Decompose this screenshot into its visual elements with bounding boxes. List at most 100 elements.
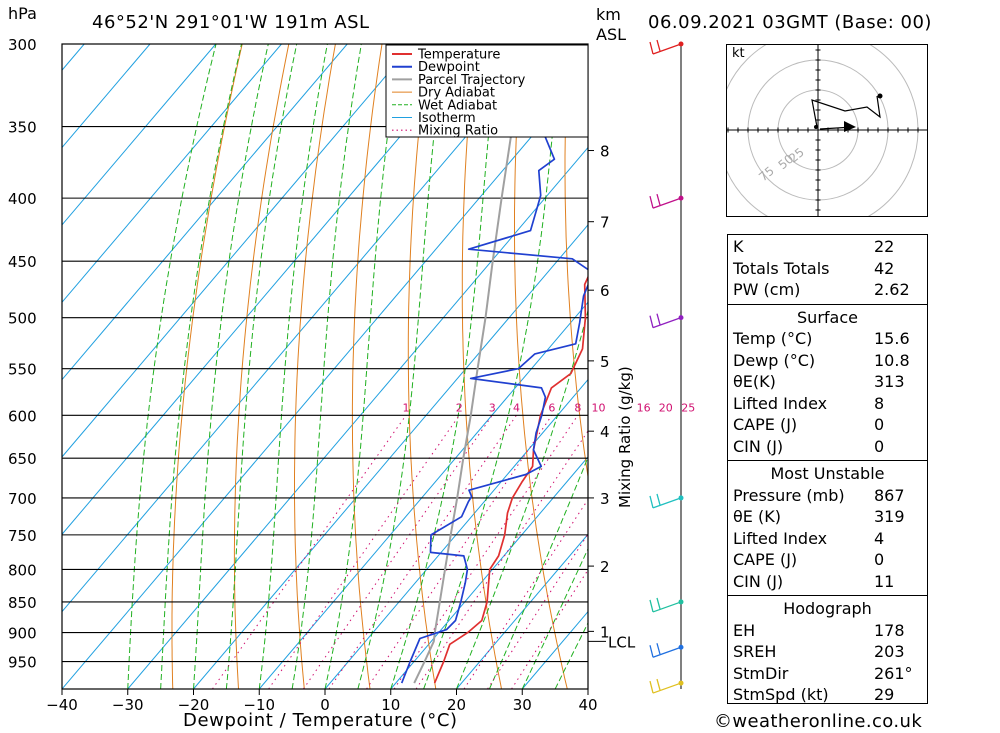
index-label: PW (cm) [733, 280, 801, 299]
legend-label: Temperature [417, 48, 500, 63]
wind-barb-shaft [652, 317, 682, 329]
sounding-datetime: 06.09.2021 03GMT (Base: 00) [648, 12, 932, 33]
index-value: 0 [874, 550, 885, 569]
legend-label: Wet Adiabat [418, 98, 497, 113]
index-label: CAPE (J) [733, 550, 798, 569]
x-tick-label: −40 [46, 696, 78, 714]
pressure-unit-label: hPa [8, 4, 37, 23]
index-value: 15.6 [874, 329, 910, 348]
wet-adiabat-line [193, 44, 269, 689]
pressure-tick-label: 750 [8, 527, 37, 545]
mixing-ratio-line [211, 415, 407, 689]
wind-barb-flag [656, 39, 661, 52]
wet-adiabat-line [324, 44, 401, 689]
wind-barb-flag [649, 315, 654, 328]
index-value: 42 [874, 258, 895, 278]
x-tick-label: 10 [381, 696, 400, 714]
x-tick-label: −20 [178, 696, 210, 714]
index-label: Temp (°C) [733, 329, 813, 348]
wet-adiabat-line [258, 44, 328, 689]
wet-adiabat-line [488, 455, 588, 689]
km-tick-label: 5 [600, 353, 610, 371]
pressure-tick-label: 650 [8, 450, 37, 468]
km-tick-label: 6 [600, 282, 610, 300]
km-tick-label: 8 [600, 143, 610, 161]
mixing-ratio-label: 8 [574, 401, 581, 414]
surface-row: Lifted Index 8 [728, 393, 927, 414]
wind-barb-flag [656, 313, 661, 325]
hodograph-origin-dot [814, 125, 818, 129]
mixing-ratio-label: 20 [659, 401, 673, 414]
plot-frame [61, 43, 589, 690]
km-label: km [596, 5, 621, 24]
parcel-line [413, 44, 528, 684]
dry-adiabat-line [294, 44, 336, 689]
index-value: 261° [874, 663, 913, 683]
pressure-tick-label: 600 [8, 407, 37, 425]
index-row: Totals Totals 42 [728, 258, 927, 279]
mixing-ratio-line [302, 415, 493, 689]
index-value: 178 [874, 620, 905, 640]
pressure-tick-label: 500 [8, 310, 37, 328]
surface-row: Dewp (°C) 10.8 [728, 350, 927, 371]
most-unstable-section-title: Most Unstable [770, 464, 885, 483]
isotherm-line [62, 44, 217, 226]
index-label: Totals Totals [733, 258, 830, 278]
surface-row: θE(K) 313 [728, 371, 927, 392]
index-value: 4 [874, 528, 885, 548]
mixing-ratio-labels: 1 2 3 4 6 8 10 16 20 25 [403, 401, 696, 414]
index-label: Pressure (mb) [733, 485, 845, 505]
dry-adiabat-line [171, 44, 243, 689]
isotherm-line [62, 44, 480, 536]
station-location: 46°52'N 291°01'W 191m ASL [92, 12, 370, 33]
legend-label: Dewpoint [418, 60, 480, 75]
lcl-label: LCL [608, 633, 636, 651]
surface-row: Temp (°C) 15.6 [728, 328, 927, 349]
wind-barb-flag [649, 195, 654, 209]
x-tick-label: −10 [243, 696, 275, 714]
km-tick-label: 7 [600, 214, 610, 232]
index-value: 10.8 [874, 350, 910, 370]
index-label: CIN (J) [733, 571, 784, 591]
index-row: K 22 [728, 236, 927, 257]
pressure-tick-label: 550 [8, 361, 37, 379]
mixing-ratio-label: 2 [456, 401, 463, 414]
hodograph-trace [811, 95, 881, 128]
wind-barb-shaft [652, 682, 682, 694]
pressure-tick-label: 950 [8, 654, 37, 672]
km-tick-label: 4 [600, 423, 610, 441]
pressure-tick-label: 350 [8, 119, 37, 137]
legend-label: Mixing Ratio [418, 124, 498, 139]
wind-barb-shaft [652, 197, 682, 209]
hodograph-unit: kt [732, 46, 745, 61]
pressure-axis: 300 350 400 450 500 550 600 650 700 750 800 850 900 9… [8, 36, 37, 672]
hodograph-row: StmSpd (kt) 29 [728, 684, 927, 705]
pressure-tick-label: 800 [8, 561, 37, 579]
isotherm-line [193, 224, 588, 689]
x-tick-label: 0 [320, 696, 330, 714]
wind-barb-shaft [652, 43, 682, 55]
pressure-tick-label: 450 [8, 253, 37, 271]
indices-table: K 22 Totals Totals 42 PW (cm) 2.62 Surface Temp… [727, 234, 928, 704]
isotherm-line [324, 378, 588, 689]
mixing-ratio-line [487, 533, 588, 689]
hodograph-section-title: Hodograph [783, 599, 872, 618]
wind-barb-flag [656, 193, 661, 206]
pressure-tick-label: 900 [8, 625, 37, 643]
mixing-ratio-label: 25 [681, 401, 695, 414]
mixing-ratio-label: 16 [637, 401, 651, 414]
mixing-ratio-line [393, 415, 579, 689]
surface-row: CIN (J) 0 [728, 436, 927, 457]
site-credit: ©weatheronline.co.uk [714, 711, 923, 732]
isotherm-line [62, 44, 414, 458]
wet-adiabat-line [423, 44, 562, 689]
hodograph-endpoint [877, 93, 883, 99]
index-value: 11 [874, 571, 895, 591]
wind-barb-flag [656, 493, 661, 506]
mixing-ratio-line [268, 415, 460, 689]
wet-adiabat-line [160, 44, 242, 689]
most-unstable-row: θE (K) 319 [728, 506, 927, 527]
legend-label: Dry Adiabat [418, 86, 495, 101]
index-label: Dewp (°C) [733, 350, 816, 370]
